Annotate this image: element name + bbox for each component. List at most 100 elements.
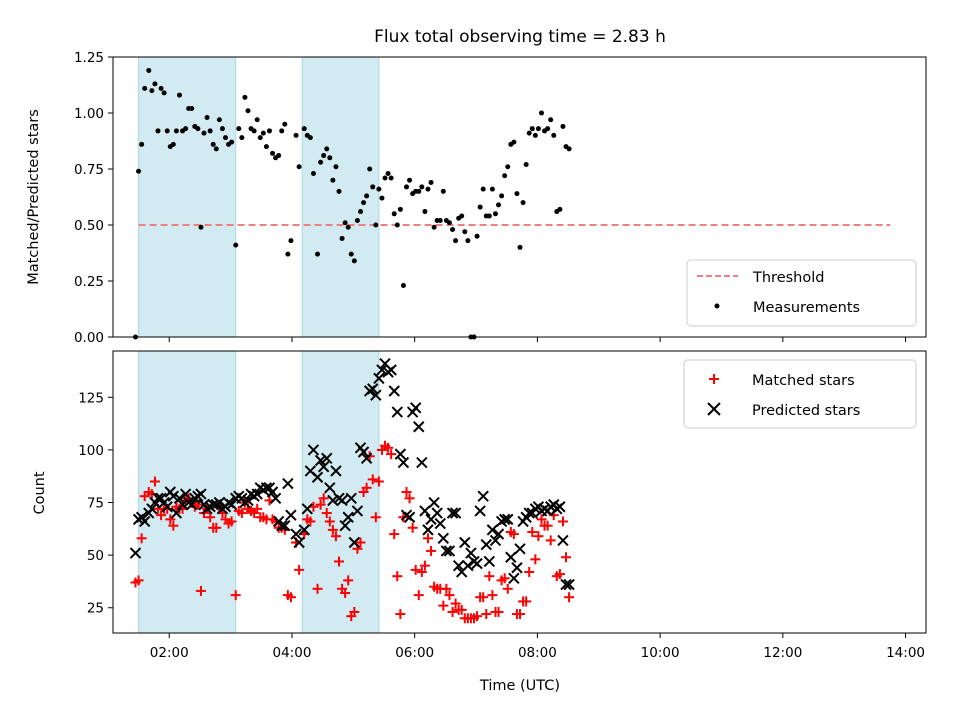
measurement-point	[557, 206, 563, 212]
matched-star-point	[136, 533, 147, 544]
measurement-point	[532, 132, 538, 138]
predicted-star-point	[301, 503, 314, 515]
matched-star-point	[318, 493, 329, 504]
measurement-point	[195, 126, 201, 132]
predicted-star-point	[514, 543, 526, 555]
measurement-point	[279, 128, 285, 134]
measurement-point	[446, 220, 452, 226]
predicted-star-point	[152, 492, 164, 505]
predicted-star-point	[179, 488, 192, 500]
predicted-star-point	[492, 528, 505, 540]
measurement-point	[307, 135, 313, 141]
measurement-point	[336, 188, 342, 194]
top-y-ticks: 0.00 0.25 0.50 0.75 1.00 1.25	[74, 50, 113, 346]
measurement-point	[453, 238, 459, 244]
matched-star-point	[444, 590, 455, 601]
predicted-star-point	[428, 496, 440, 509]
predicted-star-point	[394, 448, 407, 460]
top-y-tick-label: 0.75	[74, 162, 104, 178]
predicted-star-point	[146, 503, 158, 515]
matched-star-point	[502, 583, 513, 594]
measurement-point	[260, 130, 266, 136]
measurement-point	[321, 153, 327, 159]
predicted-star-point	[440, 545, 453, 557]
matched-star-point	[508, 529, 519, 540]
predicted-star-point	[161, 501, 173, 513]
matched-star-point	[165, 514, 176, 525]
top-y-tick-label: 1.25	[74, 50, 104, 66]
bottom-y-ticks: 25 50 75 100 125	[78, 390, 113, 617]
measurement-point	[324, 146, 330, 152]
measurement-point	[560, 123, 566, 129]
bottom-y-tick-label: 50	[87, 548, 104, 564]
matched-legend-marker	[709, 374, 719, 384]
predicted-star-point	[557, 534, 569, 547]
measurement-point	[176, 92, 182, 98]
measurement-point	[520, 200, 526, 206]
predicted-star-point	[523, 507, 535, 519]
measurement-point	[391, 211, 397, 217]
measurement-point	[462, 229, 468, 235]
predicted-star-point	[317, 461, 330, 473]
top-y-tick-label: 0.25	[74, 274, 104, 290]
predicted-star-point	[276, 519, 288, 532]
measurement-point	[394, 222, 400, 228]
matched-star-point	[404, 493, 415, 504]
matched-star-point	[285, 592, 296, 603]
measurement-point	[376, 186, 382, 192]
predicted-star-point	[560, 578, 572, 591]
measurement-point	[282, 121, 288, 127]
predicted-star-point	[477, 490, 489, 502]
measurement-point	[496, 202, 502, 208]
measurement-point	[388, 175, 394, 181]
measurement-point	[400, 282, 406, 288]
predicted-star-point	[327, 494, 339, 507]
matched-star-point	[149, 476, 160, 487]
measurement-point	[419, 184, 425, 190]
measurement-point	[204, 114, 210, 120]
predicted-star-point	[285, 509, 297, 521]
measurement-point	[266, 128, 272, 134]
matched-star-point	[545, 535, 556, 546]
measurement-point	[213, 146, 219, 152]
measurement-point	[517, 244, 523, 250]
predicted-star-point	[290, 528, 302, 540]
measurement-point	[301, 126, 307, 132]
predicted-star-point	[207, 498, 219, 511]
matched-star-point	[156, 510, 167, 521]
measurement-point	[327, 155, 333, 161]
matched-star-point	[211, 522, 222, 533]
matched-star-point	[361, 482, 372, 493]
matched-star-point	[407, 522, 418, 533]
predicted-star-point	[437, 532, 450, 545]
predicted-legend-marker	[707, 402, 721, 416]
x-axis-label: Time (UTC)	[479, 678, 560, 694]
matched-star-point	[484, 571, 495, 582]
shaded-interval-0	[138, 56, 237, 338]
predicted-star-point	[498, 513, 511, 526]
predicted-star-point	[413, 421, 425, 433]
matched-star-point	[236, 508, 247, 519]
predicted-star-point	[321, 452, 333, 465]
matched-star-point	[395, 609, 406, 620]
predicted-star-point	[251, 488, 263, 500]
top-y-tick-label: 0.00	[74, 330, 104, 346]
matched-star-point	[515, 609, 526, 620]
predicted-star-point	[480, 538, 492, 551]
bottom-y-tick-label: 75	[87, 496, 104, 512]
matched-star-point	[392, 571, 403, 582]
predicted-star-point	[173, 492, 186, 505]
measurement-point	[465, 238, 471, 244]
measurements-legend-marker	[714, 303, 720, 309]
measurement-point	[431, 224, 437, 230]
matched-star-point	[334, 556, 345, 567]
top-shaded-intervals	[138, 56, 380, 338]
predicted-star-point	[351, 505, 364, 517]
measurement-point	[425, 186, 431, 192]
predicted-star-point	[138, 515, 151, 528]
measurement-point	[480, 186, 486, 192]
predicted-star-point	[434, 517, 446, 530]
top-x-ticks	[168, 337, 907, 342]
matched-star-point	[386, 449, 397, 460]
